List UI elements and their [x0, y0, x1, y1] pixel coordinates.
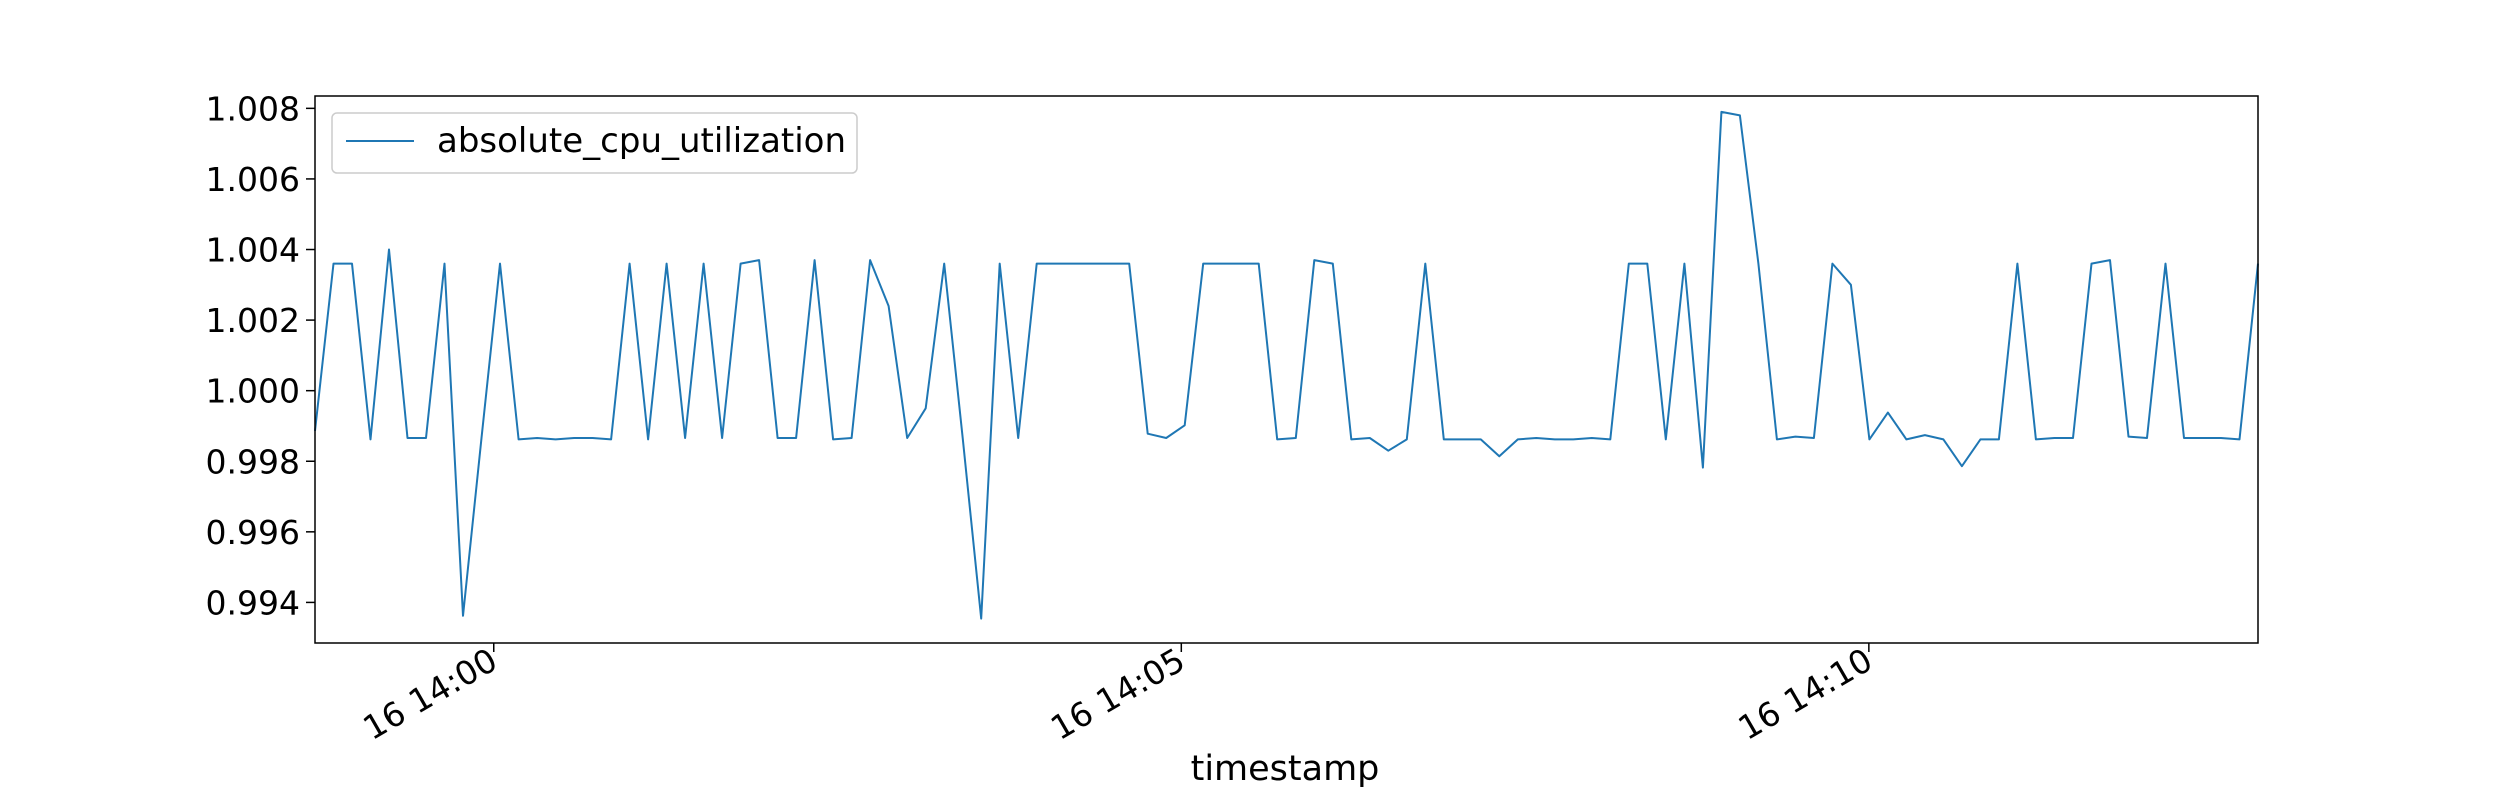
y-tick-label: 0.994 — [206, 583, 300, 622]
x-tick-label: 16 14:05 — [1044, 640, 1191, 748]
y-tick-label: 1.002 — [206, 301, 300, 340]
y-tick-label: 1.006 — [206, 160, 300, 199]
x-axis-label: timestamp — [1191, 749, 1380, 789]
y-tick-label: 0.998 — [206, 442, 300, 481]
y-tick-label: 1.000 — [206, 372, 300, 411]
axes: 0.994 0.996 0.998 1.000 1.002 1.004 1.006 1.008… — [206, 89, 2259, 748]
y-tick-label: 1.008 — [206, 89, 300, 128]
legend-box — [331, 112, 858, 174]
legend: absolute_cpu_utilization — [331, 112, 858, 174]
plot-area — [314, 110, 2259, 620]
x-tick-label: 16 14:10 — [1732, 640, 1879, 748]
legend-label: absolute_cpu_utilization — [437, 121, 846, 161]
y-tick-label: 0.996 — [206, 513, 300, 552]
series-line-absolute_cpu_utilization — [314, 110, 2259, 620]
plot-frame — [314, 95, 2259, 644]
y-tick-label: 1.004 — [206, 231, 300, 270]
x-tick-label: 16 14:00 — [356, 640, 503, 748]
